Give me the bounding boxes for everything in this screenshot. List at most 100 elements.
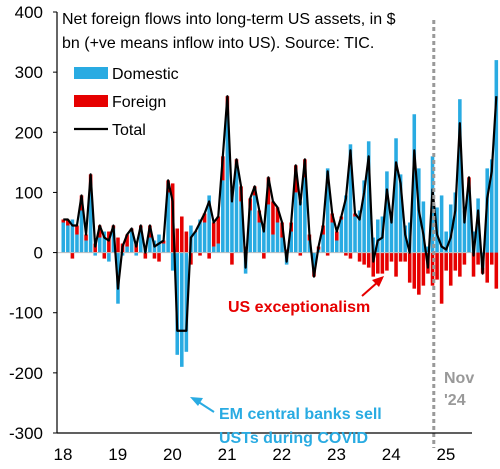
- legend-label-total: Total: [112, 122, 146, 139]
- domestic-bar: [289, 231, 293, 253]
- domestic-bar: [439, 195, 444, 253]
- foreign-bar: [75, 225, 79, 235]
- domestic-bar: [357, 210, 362, 253]
- domestic-bar: [225, 114, 230, 253]
- foreign-bar: [325, 252, 330, 256]
- domestic-bar: [325, 168, 330, 253]
- foreign-bar: [184, 231, 189, 253]
- foreign-bar: [439, 252, 444, 304]
- legend-label-foreign: Foreign: [112, 94, 166, 111]
- x-tick-label: 21: [218, 445, 237, 464]
- foreign-bar: [275, 207, 280, 223]
- domestic-bar: [312, 252, 316, 271]
- chart-title-line-1: Net foreign flows into long-term US asse…: [62, 11, 396, 28]
- annotation-us-exceptionalism-text: US exceptionalism: [228, 299, 370, 316]
- foreign-bar: [448, 252, 453, 286]
- domestic-bar: [248, 210, 252, 253]
- foreign-bar: [489, 252, 494, 265]
- domestic-bar: [376, 219, 380, 253]
- domestic-bar: [70, 219, 75, 253]
- domestic-bar: [102, 231, 107, 253]
- annotation-em-central-banks-line-1: EM central banks sell: [219, 406, 382, 423]
- domestic-bar: [303, 177, 307, 253]
- foreign-bar: [435, 252, 439, 280]
- y-tick-label: -100: [9, 304, 43, 323]
- domestic-bar: [61, 222, 66, 253]
- domestic-bar: [330, 222, 334, 253]
- y-tick-label: 200: [15, 123, 43, 142]
- annotation-em-central-banks-line-2: USTs during COVID: [219, 430, 368, 447]
- foreign-bar: [403, 252, 407, 262]
- domestic-bar: [88, 189, 93, 253]
- domestic-bar: [166, 192, 170, 253]
- foreign-bar: [84, 234, 88, 241]
- foreign-bar: [116, 237, 120, 253]
- domestic-bar: [75, 234, 79, 253]
- foreign-bar: [389, 252, 394, 262]
- foreign-bar: [421, 252, 426, 286]
- y-tick-label: -300: [9, 424, 43, 443]
- annotation-nov-24-line-2: '24: [444, 392, 466, 409]
- foreign-bar: [202, 213, 207, 223]
- domestic-bar: [193, 231, 198, 253]
- foreign-bar: [125, 234, 129, 247]
- x-tick-label: 20: [163, 445, 182, 464]
- domestic-bar: [198, 219, 202, 253]
- domestic-bar: [462, 210, 467, 253]
- domestic-bar: [161, 243, 166, 253]
- legend-swatch-domestic: [74, 67, 108, 79]
- domestic-bar: [97, 237, 102, 253]
- foreign-bar: [134, 243, 138, 253]
- foreign-bar: [362, 252, 366, 265]
- domestic-bar: [125, 246, 129, 253]
- foreign-bar: [143, 252, 148, 259]
- foreign-bar: [230, 252, 234, 265]
- domestic-bar: [489, 159, 494, 253]
- foreign-bar: [471, 252, 476, 277]
- foreign-bar: [198, 252, 202, 256]
- foreign-bar: [161, 240, 166, 244]
- domestic-bar: [180, 252, 184, 367]
- annotation-em-central-banks-arrowhead: [190, 397, 203, 406]
- y-tick-label: 100: [15, 183, 43, 202]
- domestic-bar: [266, 204, 271, 253]
- domestic-bar: [202, 222, 207, 253]
- domestic-bar: [207, 195, 211, 253]
- domestic-bar: [170, 252, 175, 271]
- domestic-bar: [344, 195, 348, 253]
- domestic-bar: [335, 240, 339, 253]
- domestic-bar: [448, 204, 453, 253]
- foreign-bar: [152, 252, 157, 259]
- domestic-bar: [275, 222, 280, 253]
- domestic-bar: [321, 234, 325, 253]
- legend-label-domestic: Domestic: [112, 66, 179, 83]
- foreign-bar: [266, 177, 271, 205]
- domestic-bar: [339, 219, 344, 253]
- annotation-em-central-banks: EM central banks sell USTs during COVID: [190, 397, 382, 447]
- domestic-bar: [79, 210, 84, 253]
- foreign-bar: [376, 252, 380, 274]
- foreign-bar: [271, 201, 275, 235]
- domestic-bar: [148, 237, 152, 253]
- annotation-nov-24-line-1: Nov: [444, 370, 474, 387]
- foreign-bar: [207, 252, 211, 259]
- foreign-bar: [70, 252, 75, 259]
- y-tick-label: 400: [15, 3, 43, 22]
- x-tick-labels: 18 19 20 21 22 23 24 25: [54, 445, 456, 464]
- foreign-bar: [216, 216, 221, 244]
- total-line: [63, 95, 498, 332]
- foreign-bar: [107, 231, 111, 253]
- x-tick-label: 23: [327, 445, 346, 464]
- foreign-bar: [348, 252, 353, 259]
- domestic-bar: [184, 252, 189, 352]
- domestic-bar: [216, 243, 221, 253]
- foreign-bar: [380, 252, 385, 274]
- domestic-bar: [211, 246, 216, 253]
- foreign-bar: [394, 252, 398, 277]
- foreign-bar: [476, 252, 480, 265]
- annotation-us-exceptionalism: US exceptionalism: [228, 276, 384, 316]
- foreign-bar: [97, 225, 102, 238]
- x-tick-label: 22: [272, 445, 291, 464]
- domestic-bar: [84, 240, 88, 253]
- foreign-bar: [102, 252, 107, 259]
